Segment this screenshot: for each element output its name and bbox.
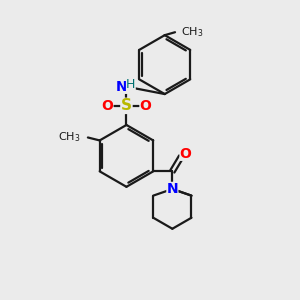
Text: CH$_3$: CH$_3$: [58, 130, 80, 144]
Text: O: O: [180, 147, 191, 161]
Text: N: N: [167, 182, 178, 196]
Text: H: H: [126, 78, 136, 91]
Text: N: N: [116, 80, 128, 94]
Text: CH$_3$: CH$_3$: [181, 25, 203, 39]
Text: S: S: [121, 98, 132, 113]
Text: O: O: [140, 99, 152, 113]
Text: O: O: [101, 99, 113, 113]
